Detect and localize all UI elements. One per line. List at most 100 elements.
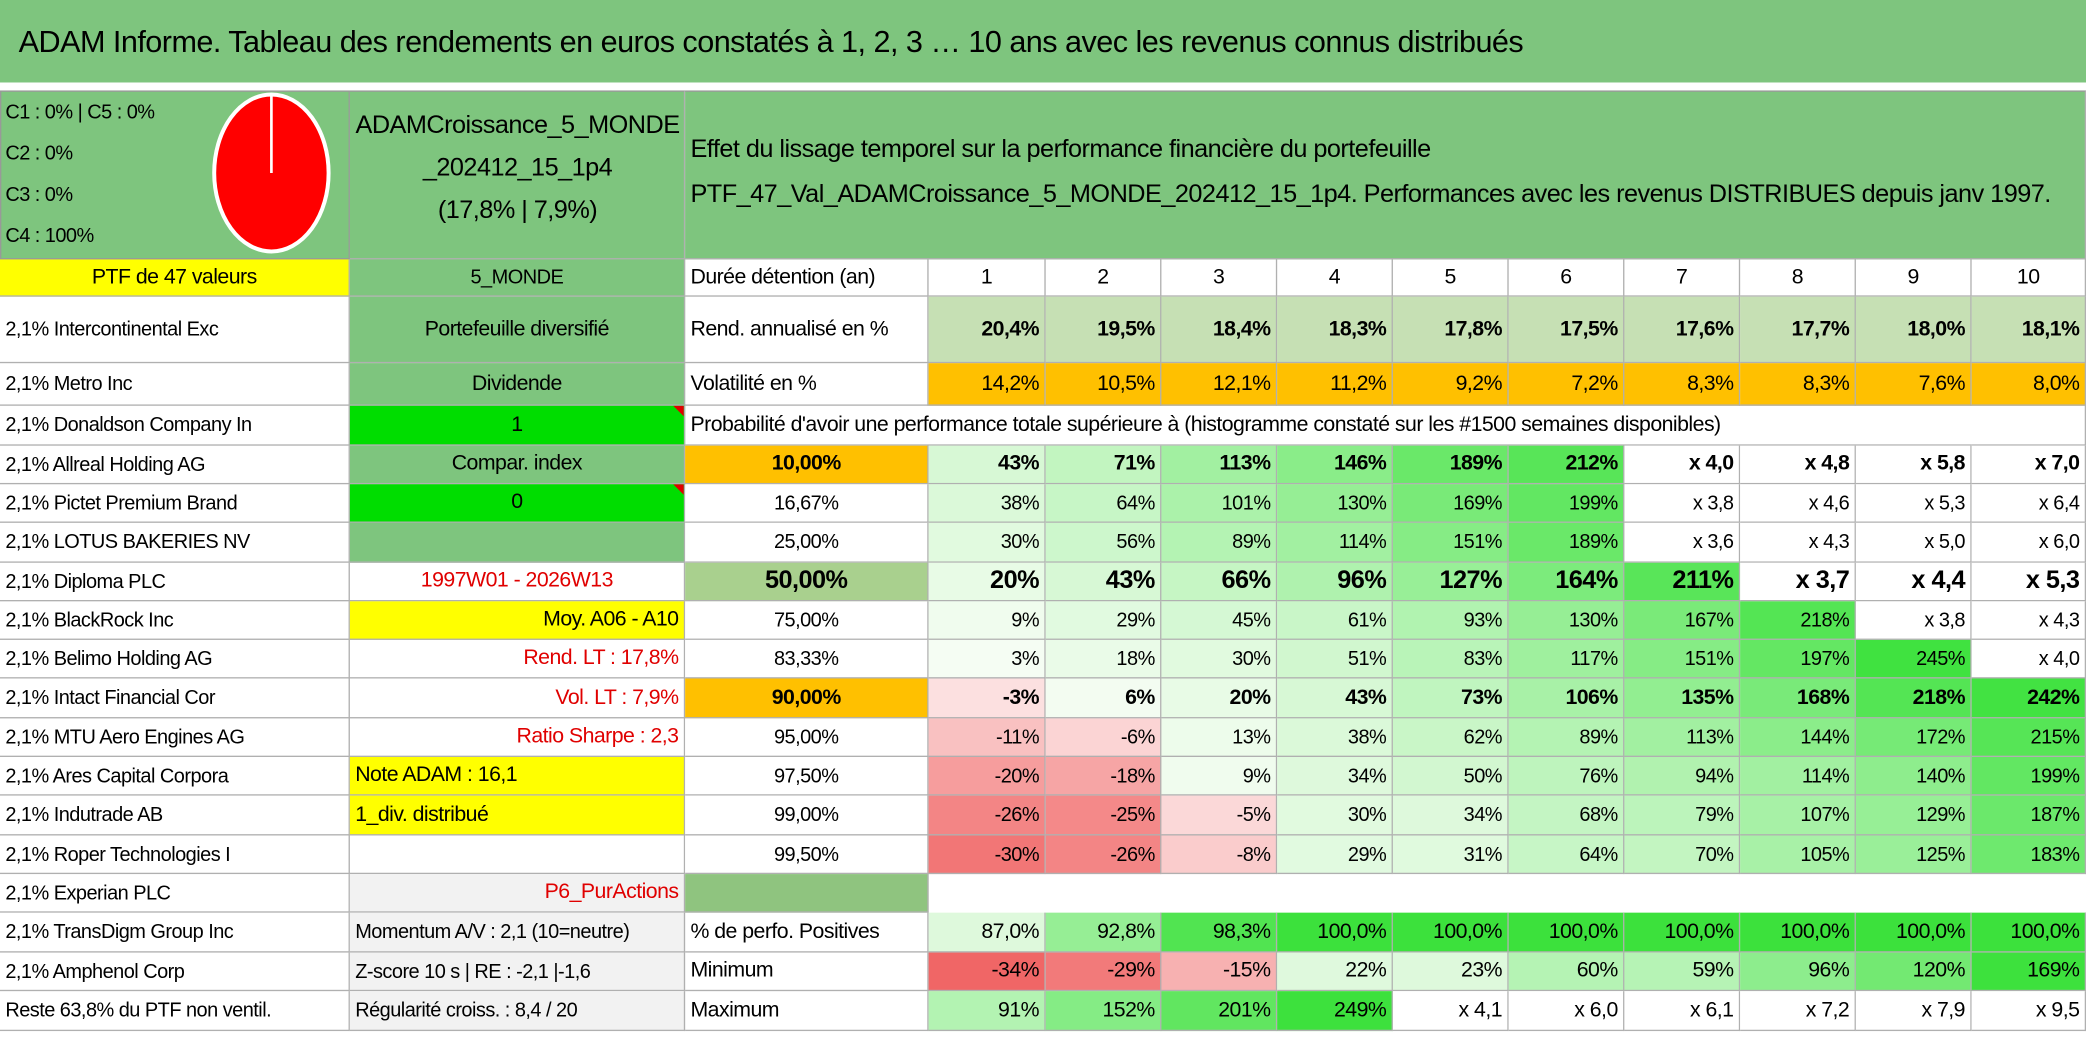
- value-cell: 17,8%: [1392, 296, 1509, 364]
- value-cell: 43%: [1277, 678, 1393, 719]
- value-cell: x 4,1: [1392, 991, 1509, 1032]
- value-cell: 7,2%: [1508, 363, 1625, 406]
- value-cell: 249%: [1277, 991, 1393, 1032]
- holding-name: 2,1% Experian PLC: [0, 874, 350, 913]
- value-cell: 101%: [1161, 484, 1278, 523]
- value-cell: 18,4%: [1161, 296, 1278, 364]
- description-line: PTF_47_Val_ADAMCroissance_5_MONDE_202412…: [690, 180, 2051, 209]
- value-cell: 22%: [1277, 952, 1393, 992]
- holding-info: Momentum A/V : 2,1 (10=neutre): [349, 912, 686, 953]
- row-label: Rend. annualisé en %: [685, 296, 929, 364]
- holding-info: Régularité croiss. : 8,4 / 20: [349, 991, 686, 1032]
- percentile-label: 75,00%: [685, 601, 929, 640]
- value-cell: 100,0%: [1508, 912, 1625, 953]
- percentile-label: 99,00%: [685, 795, 929, 836]
- value-cell: 106%: [1508, 678, 1625, 719]
- value-cell: 34%: [1277, 756, 1393, 796]
- value-cell: x 7,9: [1855, 991, 1972, 1032]
- value-cell: 20,4%: [928, 296, 1046, 364]
- value-cell: 211%: [1624, 562, 1741, 602]
- value-cell: -20%: [928, 756, 1046, 796]
- value-cell: -5%: [1161, 795, 1278, 836]
- value-cell: 169%: [1392, 484, 1509, 523]
- value-cell: 34%: [1392, 795, 1509, 836]
- holding-name: 2,1% Indutrade AB: [0, 795, 350, 836]
- holding-info: Rend. LT : 17,8%: [349, 639, 686, 679]
- value-cell: x 9,5: [1971, 991, 2086, 1032]
- value-cell: 43%: [1045, 562, 1162, 602]
- value-cell: 13%: [1161, 718, 1278, 757]
- value-cell: 38%: [928, 484, 1046, 523]
- holding-name: 2,1% Belimo Holding AG: [0, 639, 350, 679]
- value-cell: 100,0%: [1740, 912, 1856, 953]
- value-cell: 215%: [1971, 718, 2086, 757]
- value-cell: 91%: [928, 991, 1046, 1032]
- blank: [1971, 405, 2086, 446]
- holding-name: 2,1% Diploma PLC: [0, 562, 350, 602]
- value-cell: 12,1%: [1161, 363, 1278, 406]
- value-cell: x 6,0: [1971, 522, 2086, 563]
- value-cell: 105%: [1740, 835, 1856, 875]
- value-cell: 113%: [1624, 718, 1741, 757]
- value-cell: 93%: [1392, 601, 1509, 640]
- holding-info: Moy. A06 - A10: [349, 601, 686, 640]
- value-cell: 125%: [1855, 835, 1972, 875]
- zone-label: 5_MONDE: [349, 259, 686, 297]
- value-cell: 73%: [1392, 678, 1509, 719]
- holding-name: 2,1% BlackRock Inc: [0, 601, 350, 640]
- value-cell: -34%: [928, 952, 1046, 992]
- value-cell: 30%: [1161, 639, 1278, 679]
- row-label: % de perfo. Positives: [685, 912, 929, 953]
- value-cell: 64%: [1045, 484, 1162, 523]
- value-cell: 71%: [1045, 445, 1162, 485]
- percentile-label: 83,33%: [685, 639, 929, 679]
- row-label: Minimum: [685, 952, 929, 992]
- holding-name: 2,1% Amphenol Corp: [0, 952, 350, 992]
- value-cell: 94%: [1624, 756, 1741, 796]
- holding-info: Ratio Sharpe : 2,3: [349, 718, 686, 757]
- value-cell: 130%: [1277, 484, 1393, 523]
- value-cell: x 4,8: [1740, 445, 1856, 485]
- value-cell: 68%: [1508, 795, 1625, 836]
- value-cell: x 3,8: [1855, 601, 1972, 640]
- value-cell: 31%: [1392, 835, 1509, 875]
- value-cell: 169%: [1971, 952, 2086, 992]
- value-cell: 189%: [1392, 445, 1509, 485]
- value-cell: 114%: [1740, 756, 1856, 796]
- portfolio-name: _202412_15_1p4: [422, 154, 613, 183]
- value-cell: 17,6%: [1624, 296, 1741, 364]
- value-cell: 146%: [1277, 445, 1393, 485]
- holding-name: 2,1% Roper Technologies I: [0, 835, 350, 875]
- value-cell: 127%: [1392, 562, 1509, 602]
- value-cell: 212%: [1508, 445, 1625, 485]
- value-cell: 218%: [1740, 601, 1856, 640]
- description-panel: [685, 90, 2086, 260]
- value-cell: x 6,4: [1971, 484, 2086, 523]
- value-cell: 61%: [1277, 601, 1393, 640]
- value-cell: 18,0%: [1855, 296, 1972, 364]
- holding-name: Reste 63,8% du PTF non ventil.: [0, 991, 350, 1032]
- holding-info: P6_PurActions: [349, 874, 686, 913]
- value-cell: -11%: [928, 718, 1046, 757]
- value-cell: -26%: [1045, 835, 1162, 875]
- value-cell: x 4,4: [1855, 562, 1972, 602]
- percentile-label: 10,00%: [685, 445, 929, 485]
- value-cell: 100,0%: [1624, 912, 1741, 953]
- count-label: PTF de 47 valeurs: [0, 259, 350, 297]
- percentile-label: 16,67%: [685, 484, 929, 523]
- value-cell: 70%: [1624, 835, 1741, 875]
- value-cell: x 5,3: [1855, 484, 1972, 523]
- year-header: 6: [1508, 259, 1625, 297]
- value-cell: 9%: [1161, 756, 1278, 796]
- value-cell: 62%: [1392, 718, 1509, 757]
- year-header: 7: [1624, 259, 1741, 297]
- value-cell: 59%: [1624, 952, 1741, 992]
- holding-info: Z-score 10 s | RE : -2,1 |-1,6: [349, 952, 686, 992]
- row-label: Maximum: [685, 991, 929, 1032]
- value-cell: 242%: [1971, 678, 2086, 719]
- value-cell: x 5,0: [1855, 522, 1972, 563]
- value-cell: x 7,2: [1740, 991, 1856, 1032]
- value-cell: -29%: [1045, 952, 1162, 992]
- allocation-label: C3 : 0%: [5, 183, 73, 207]
- value-cell: x 5,3: [1971, 562, 2086, 602]
